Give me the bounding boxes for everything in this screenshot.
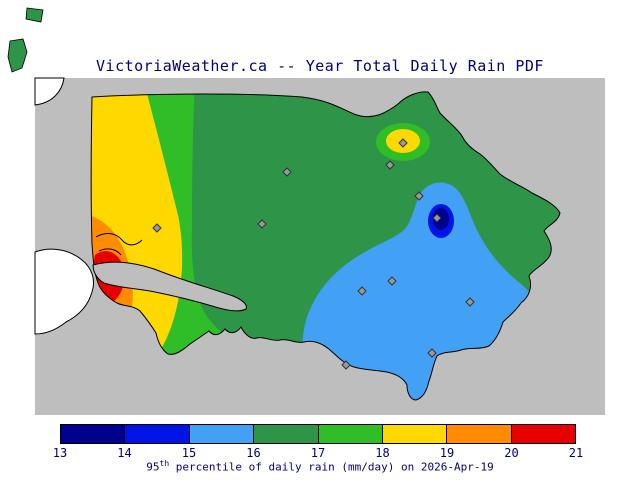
station-marker [357, 286, 367, 296]
colorbar-tick-label: 20 [504, 446, 519, 460]
station-marker [465, 297, 475, 307]
station-marker [341, 360, 351, 370]
colorbar-tick-label: 19 [439, 446, 455, 460]
offshore-land-fragment-1 [25, 7, 44, 23]
colorbar-tick-label: 17 [310, 446, 326, 460]
colorbar-segment [447, 425, 512, 443]
colorbar-tick-labels: 13 14 15 16 17 18 19 20 21 [53, 446, 583, 460]
colorbar-tick-label: 21 [568, 446, 584, 460]
offshore-land-fragment-2 [7, 38, 28, 73]
station-markers [152, 138, 475, 370]
station-marker [398, 138, 408, 148]
inlet-gray-arm [92, 261, 247, 312]
page-title: VictoriaWeather.ca -- Year Total Daily R… [96, 57, 544, 75]
colorbar-tick-label: 14 [117, 446, 132, 460]
caption-text: percentile of daily rain (mm/day) on 202… [169, 460, 494, 474]
caption: 95th percentile of daily rain (mm/day) o… [0, 459, 640, 474]
coastline [90, 91, 561, 401]
colorbar-segment [254, 425, 319, 443]
colorbar-segment [318, 425, 383, 443]
colorbar-segment [125, 425, 190, 443]
station-marker [282, 167, 292, 177]
station-marker [427, 348, 437, 358]
colorbar-segment [511, 425, 575, 443]
white-sea-blob [34, 248, 95, 335]
station-marker [387, 276, 397, 286]
station-marker [432, 213, 442, 223]
colorbar-tick-label: 13 [52, 446, 68, 460]
caption-value: 95 [146, 460, 160, 474]
colorbar [60, 424, 576, 444]
station-marker [385, 160, 395, 170]
colorbar-segment [61, 425, 126, 443]
colorbar-tick-label: 15 [181, 446, 197, 460]
station-marker [414, 191, 424, 201]
colorbar-tick-label: 16 [246, 446, 261, 460]
colorbar-segment [189, 425, 255, 443]
map-edge-notch [34, 77, 65, 106]
station-marker [257, 219, 267, 229]
caption-superscript: th [159, 459, 170, 468]
colorbar-tick-label: 18 [375, 446, 390, 460]
station-marker [152, 223, 162, 233]
colorbar-segment [382, 425, 448, 443]
harbour-detail [95, 232, 143, 256]
